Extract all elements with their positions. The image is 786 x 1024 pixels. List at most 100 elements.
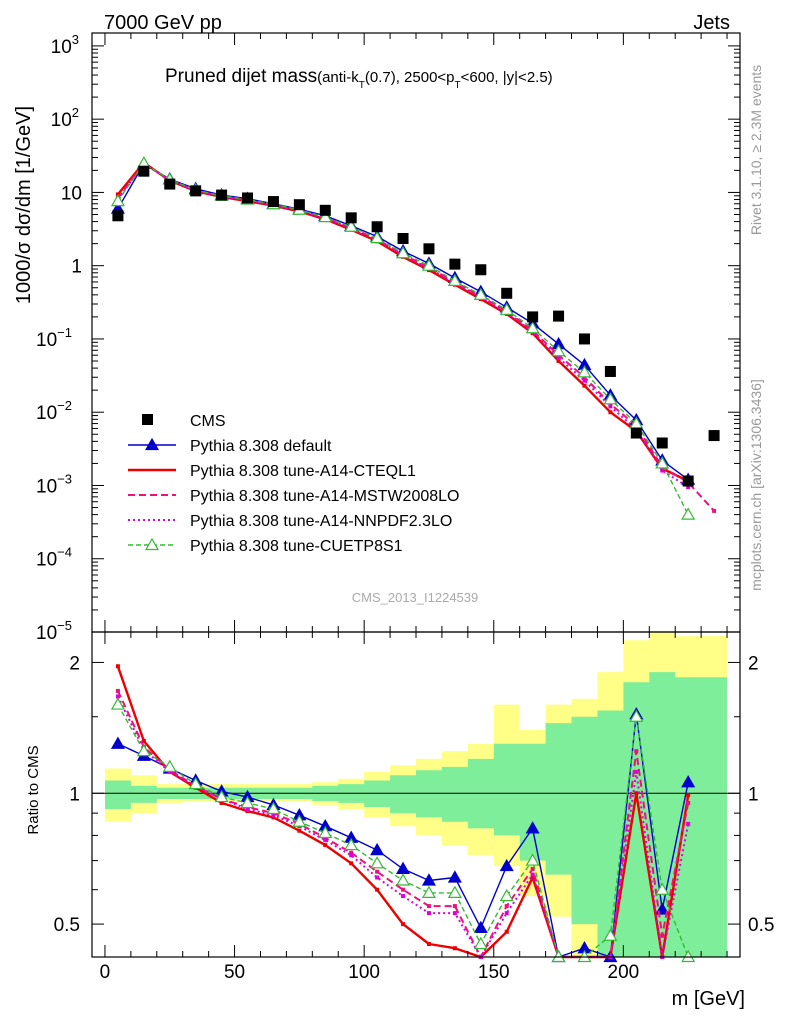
- ratio-point-mstw: [504, 904, 509, 909]
- cms-data-point: [630, 427, 642, 439]
- y-tick-label: 10: [61, 183, 82, 204]
- title-sub-a-idx: T: [359, 80, 365, 91]
- main-point-cteql1: [556, 359, 561, 364]
- legend-marker-cms: [142, 414, 153, 425]
- x-tick-label: 0: [100, 962, 111, 983]
- ratio-point-cuetp: [370, 856, 385, 869]
- xlabel: m [GeV]: [672, 988, 745, 1010]
- main-point-nnpdf: [660, 468, 665, 473]
- y-tick-label: 10−1: [36, 325, 72, 351]
- main-point-cuetp: [370, 230, 385, 244]
- ratio-point-nnpdf: [323, 838, 328, 843]
- cms-data-point: [138, 165, 150, 177]
- ratio-point-cuetp: [655, 882, 670, 895]
- main-point-cuetp: [499, 302, 514, 315]
- main-point-cuetp: [525, 321, 540, 334]
- x-tick-label: 50: [224, 962, 245, 983]
- ratio-point-cuetp: [603, 928, 618, 941]
- main-point-cteql1: [582, 383, 587, 388]
- ratio-line-mstw: [116, 690, 690, 958]
- ratio-point-cteql1: [245, 809, 250, 814]
- legend: CMS Pythia 8.308 default Pythia 8.308 tune…: [128, 413, 459, 555]
- cms-data-point: [501, 287, 513, 299]
- y-tick-label: 102: [51, 105, 79, 131]
- cms-data-points: [112, 165, 720, 487]
- cms-data-point: [216, 189, 228, 201]
- cms-data-point: [553, 310, 565, 322]
- ratio-point-nnpdf: [686, 821, 691, 826]
- ratio-y-tick-label: 2: [69, 653, 80, 674]
- ratio-point-cuetp: [447, 885, 462, 898]
- legend-label-nnpdf: Pythia 8.308 tune-A14-NNPDF2.3LO: [190, 513, 452, 530]
- cms-data-point: [682, 475, 694, 487]
- ratio-point-default: [525, 821, 540, 834]
- axes: 0 50 100 150 20010310210110−110−210−310−410−…: [36, 32, 774, 983]
- ratio-point-cuetp: [473, 936, 488, 950]
- ratio-point-cteql1: [297, 828, 302, 833]
- ratio-point-mstw: [634, 749, 639, 754]
- band-inner: [105, 672, 727, 957]
- ratio-point-nnpdf: [349, 853, 354, 858]
- cms-data-point: [190, 185, 202, 197]
- ratio-point-cteql1: [634, 791, 639, 796]
- legend-marker-cuetp: [144, 537, 160, 551]
- ratio-point-cteql1: [530, 875, 535, 880]
- main-line-cuetp: [117, 162, 689, 515]
- ratio-point-mstw: [375, 869, 380, 874]
- cms-data-point: [656, 437, 668, 449]
- main-point-cuetp: [110, 193, 125, 207]
- ratio-point-cteql1: [375, 887, 380, 892]
- main-point-cuetp: [318, 209, 333, 223]
- y-tick-label: 103: [51, 32, 79, 58]
- ratio-point-nnpdf: [426, 911, 431, 916]
- ratio-point-cteql1: [452, 946, 457, 951]
- ratio-point-nnpdf: [530, 872, 535, 877]
- ratio-y-tick-label: 0.5: [54, 915, 80, 936]
- ratio-point-mstw: [660, 933, 665, 938]
- cms-data-point: [267, 196, 279, 208]
- ratio-point-cuetp: [214, 789, 229, 803]
- ratio-point-mstw: [115, 688, 120, 693]
- main-point-cuetp: [447, 273, 462, 286]
- title-sub-a: (anti-k: [317, 69, 359, 86]
- ratio-point-cteql1: [686, 793, 691, 798]
- ratio-y-tick-label-right: 2: [748, 653, 759, 674]
- cms-data-point: [164, 178, 176, 190]
- ratio-point-default: [370, 842, 385, 856]
- main-point-cuetp: [473, 287, 488, 300]
- main-point-mstw: [712, 508, 717, 513]
- cms-data-point: [475, 264, 487, 276]
- ratio-point-cteql1: [219, 800, 224, 805]
- title-sub-b-idx: T: [455, 80, 461, 91]
- main-line-mstw: [117, 162, 715, 512]
- cms-data-point: [423, 243, 435, 255]
- ratio-point-default: [421, 873, 436, 886]
- legend-marker-default: [144, 437, 160, 451]
- ylabel-ratio: Ratio to CMS: [25, 745, 42, 834]
- ratio-point-cuetp: [292, 814, 307, 827]
- main-point-nnpdf: [582, 378, 587, 383]
- cms-data-point: [242, 192, 254, 204]
- ratio-point-mstw: [686, 800, 691, 805]
- y-tick-label: 10−4: [36, 545, 72, 571]
- header-right: Jets: [693, 12, 730, 34]
- ratio-point-mstw: [530, 866, 535, 871]
- cms-data-point: [604, 365, 616, 377]
- legend-label-cuetp: Pythia 8.308 tune-CUETP8S1: [190, 538, 403, 555]
- legend-label-mstw: Pythia 8.308 tune-A14-MSTW2008LO: [190, 488, 459, 505]
- ratio-point-mstw: [426, 904, 431, 909]
- ratio-point-cuetp: [318, 825, 333, 839]
- main-point-nnpdf: [608, 404, 613, 409]
- cms-data-point: [293, 199, 305, 211]
- ratio-point-nnpdf: [271, 813, 276, 818]
- ratio-point-mstw: [349, 850, 354, 855]
- ratio-point-cuetp: [344, 837, 359, 851]
- main-line-cteql1: [116, 161, 689, 483]
- y-tick-label: 10−2: [36, 398, 72, 424]
- ratio-point-cuetp: [629, 709, 644, 722]
- ratio-point-nnpdf: [452, 911, 457, 916]
- watermark: CMS_2013_I1224539: [352, 590, 479, 605]
- cms-data-point: [319, 204, 331, 216]
- main-point-cuetp: [551, 344, 566, 357]
